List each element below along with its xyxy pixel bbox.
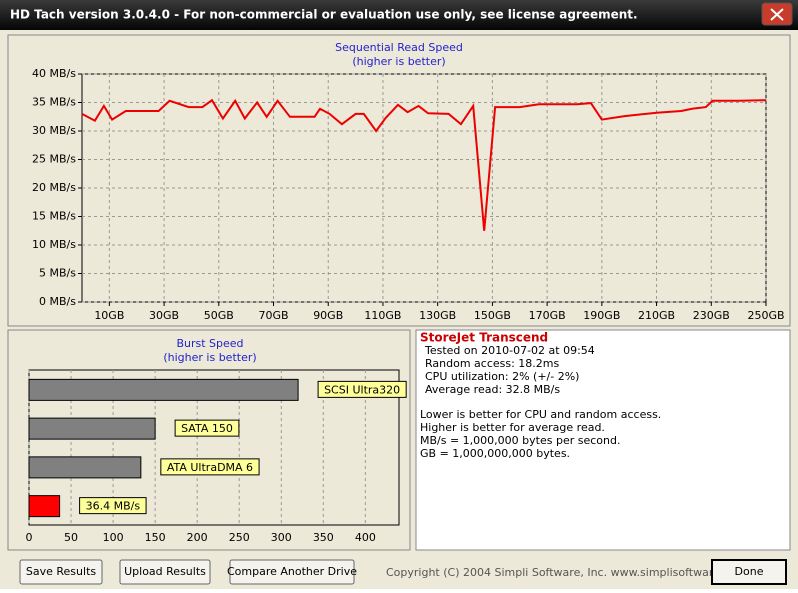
x-tick-label: 150GB xyxy=(474,309,511,322)
x-tick-label: 400 xyxy=(355,531,376,544)
copyright: Copyright (C) 2004 Simpli Software, Inc.… xyxy=(386,566,747,579)
y-tick-label: 20 MB/s xyxy=(32,181,76,194)
y-tick-label: 10 MB/s xyxy=(32,238,76,251)
window-title: HD Tach version 3.0.4.0 - For non-commer… xyxy=(10,8,638,22)
bar-label: SCSI Ultra320 xyxy=(324,383,400,396)
info-note: Lower is better for CPU and random acces… xyxy=(420,408,661,421)
done-label: Done xyxy=(735,565,764,578)
x-tick-label: 200 xyxy=(187,531,208,544)
button-label: Upload Results xyxy=(124,565,206,578)
bar xyxy=(28,417,156,440)
label-box xyxy=(174,419,240,437)
button-bar: Save Results Upload Results Compare Anothe… xyxy=(19,559,357,585)
x-tick-label: 0 xyxy=(26,531,33,544)
info-panel xyxy=(415,329,791,551)
bar-label: 36.4 MB/s xyxy=(86,500,141,513)
drive-name: StoreJet Transcend xyxy=(420,331,548,345)
y-tick-label: 30 MB/s xyxy=(32,124,76,137)
y-tick-label: 25 MB/s xyxy=(32,153,76,166)
info-note: MB/s = 1,000,000 bytes per second. xyxy=(420,434,620,447)
y-tick-label: 35 MB/s xyxy=(32,96,76,109)
label-box xyxy=(160,458,260,476)
x-tick-label: 10GB xyxy=(94,309,124,322)
y-tick-label: 0 MB/s xyxy=(39,295,76,308)
button-label: Compare Another Drive xyxy=(227,565,357,578)
data-line xyxy=(81,98,767,231)
info-line: CPU utilization: 2% (+/- 2%) xyxy=(425,370,579,383)
info-note: Higher is better for average read. xyxy=(420,421,605,434)
label-box xyxy=(79,497,147,515)
x-tick-label: 250GB xyxy=(747,309,784,322)
x-tick-label: 30GB xyxy=(149,309,179,322)
x-tick-label: 190GB xyxy=(583,309,620,322)
close-icon xyxy=(770,8,784,21)
chart-title: Burst Speed xyxy=(176,337,243,350)
done-button[interactable] xyxy=(711,559,787,585)
y-tick-label: 40 MB/s xyxy=(32,67,76,80)
x-tick-label: 110GB xyxy=(364,309,401,322)
info-line: Average read: 32.8 MB/s xyxy=(425,383,560,396)
chart-subtitle: (higher is better) xyxy=(352,55,445,68)
x-tick-label: 250 xyxy=(229,531,250,544)
y-tick-label: 5 MB/s xyxy=(39,267,76,280)
title-bar xyxy=(0,0,798,30)
bar xyxy=(28,378,299,401)
button[interactable] xyxy=(229,559,355,585)
x-tick-label: 90GB xyxy=(313,309,343,322)
info-line: Tested on 2010-07-02 at 09:54 xyxy=(424,344,595,357)
bar-label: SATA 150 xyxy=(181,422,233,435)
x-tick-label: 130GB xyxy=(419,309,456,322)
y-tick-label: 15 MB/s xyxy=(32,210,76,223)
bar xyxy=(28,495,61,518)
bar xyxy=(28,456,142,479)
x-tick-label: 300 xyxy=(271,531,292,544)
x-tick-label: 150 xyxy=(145,531,166,544)
info-line: Random access: 18.2ms xyxy=(425,357,560,370)
x-tick-label: 170GB xyxy=(529,309,566,322)
x-tick-label: 70GB xyxy=(258,309,288,322)
button[interactable] xyxy=(119,559,211,585)
x-tick-label: 100 xyxy=(103,531,124,544)
label-box xyxy=(317,380,407,398)
x-tick-label: 230GB xyxy=(693,309,730,322)
x-tick-label: 50GB xyxy=(204,309,234,322)
x-tick-label: 50 xyxy=(64,531,78,544)
button[interactable] xyxy=(19,559,103,585)
chart-title: Sequential Read Speed xyxy=(335,41,463,54)
x-tick-label: 350 xyxy=(313,531,334,544)
bar-label: ATA UltraDMA 6 xyxy=(167,461,253,474)
info-note: GB = 1,000,000,000 bytes. xyxy=(420,447,570,460)
button-label: Save Results xyxy=(26,565,96,578)
x-tick-label: 210GB xyxy=(638,309,675,322)
chart-subtitle: (higher is better) xyxy=(163,351,256,364)
